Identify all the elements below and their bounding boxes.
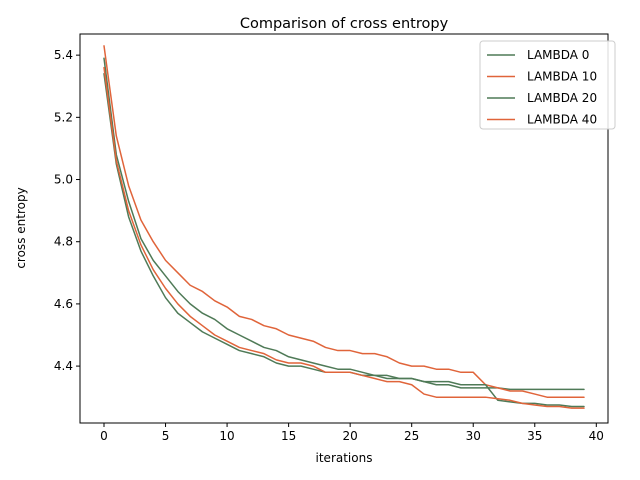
y-axis-label: cross entropy <box>14 187 28 268</box>
x-tick-label: 30 <box>466 429 481 443</box>
y-tick-label: 5.0 <box>54 173 73 187</box>
legend-label-3: LAMBDA 40 <box>527 113 597 127</box>
y-axis-ticks: 4.4 4.6 4.8 5.0 5.2 5.4 <box>54 48 80 373</box>
x-tick-label: 0 <box>100 429 108 443</box>
series-line-1 <box>103 45 585 398</box>
plot-frame <box>79 33 609 424</box>
series-line-3 <box>103 66 585 409</box>
series-line-0 <box>103 57 585 391</box>
legend-label-0: LAMBDA 0 <box>527 48 589 62</box>
y-tick-label: 5.2 <box>54 110 73 124</box>
legend: LAMBDA 0 LAMBDA 10 LAMBDA 20 LAMBDA 40 <box>479 40 616 130</box>
x-tick-label: 10 <box>219 429 234 443</box>
x-axis-ticks: 0 5 10 15 20 25 30 35 40 <box>100 423 604 443</box>
x-tick-label: 20 <box>343 429 358 443</box>
y-tick-label: 4.4 <box>54 359 73 373</box>
x-axis-label: iterations <box>316 451 373 465</box>
x-tick-label: 15 <box>281 429 296 443</box>
plot-lines <box>103 45 585 409</box>
x-tick-label: 35 <box>527 429 542 443</box>
legend-label-2: LAMBDA 20 <box>527 91 597 105</box>
legend-label-1: LAMBDA 10 <box>527 70 597 84</box>
x-tick-label: 25 <box>404 429 419 443</box>
y-tick-label: 4.8 <box>54 235 73 249</box>
y-tick-label: 4.6 <box>54 297 73 311</box>
legend-box <box>479 40 616 130</box>
x-tick-label: 40 <box>589 429 604 443</box>
x-tick-label: 5 <box>162 429 170 443</box>
y-tick-label: 5.4 <box>54 48 73 62</box>
chart-title: Comparison of cross entropy <box>240 16 449 32</box>
